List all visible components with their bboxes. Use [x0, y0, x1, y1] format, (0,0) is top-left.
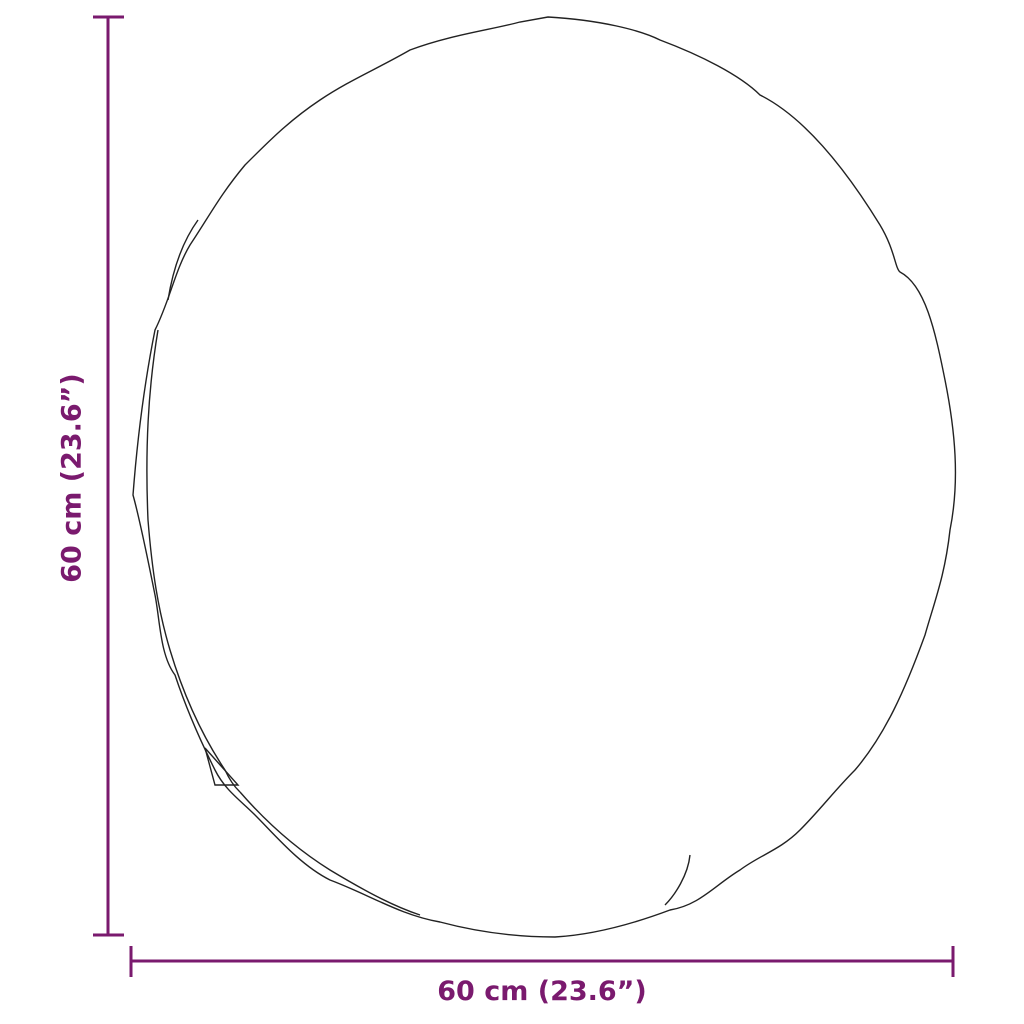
mirror-outline — [132, 16, 957, 938]
height-label: 60 cm (23.6”) — [56, 373, 88, 583]
width-dimension-line — [129, 946, 955, 977]
width-label: 60 cm (23.6”) — [437, 976, 647, 1007]
height-dimension-line — [93, 15, 124, 937]
